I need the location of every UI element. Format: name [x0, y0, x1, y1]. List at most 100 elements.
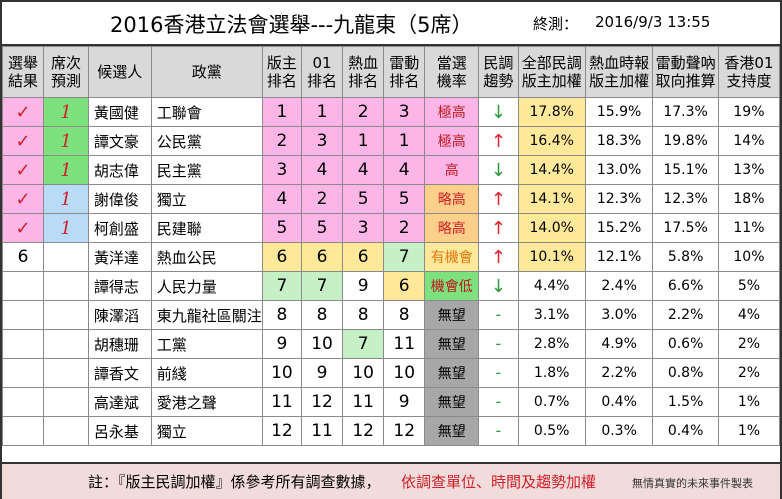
cell-hk01: 2% [717, 329, 781, 359]
cell-result [1, 416, 45, 446]
all-poll-value: 10.1% [529, 249, 574, 265]
rank-host-value: 1 [276, 102, 288, 122]
cell-all-poll: 14.4% [517, 155, 586, 185]
table-row: 陳澤滔 東九龍社區關注 8 8 8 8 無望 - 3.1% 3.0% 2.2% 4% [1, 300, 781, 330]
cell-all-poll: 3.1% [517, 300, 586, 330]
cell-lei-poll: 0.8% [652, 358, 719, 388]
rank-hot-value: 8 [357, 305, 369, 325]
cell-result [1, 300, 45, 330]
cell-hk01: 2% [717, 358, 781, 388]
name-value: 陳澤滔 [93, 306, 139, 325]
trend-value: ↑ [490, 246, 506, 268]
name-value: 黃洋達 [93, 248, 139, 267]
rank-hot-value: 4 [357, 160, 369, 180]
cell-rank-host: 11 [261, 387, 303, 417]
column-header: 熱血時報 版主加權 [584, 46, 654, 98]
hot-poll-value: 3.0% [601, 307, 637, 323]
column-header-line: 當選 [436, 54, 467, 72]
hk01-value: 1% [737, 423, 761, 439]
cell-party: 工聯會 [150, 97, 263, 127]
column-header-line: 候選人 [97, 63, 143, 81]
all-poll-value: 0.7% [533, 394, 570, 410]
footer-note-highlight: 依調查單位、時間及趨勢加權 [401, 473, 597, 491]
cell-result: ✓ [1, 126, 45, 156]
cell-hot-poll: 2.4% [584, 271, 654, 301]
name-value: 柯創盛 [93, 219, 139, 238]
cell-trend: ↓ [478, 271, 519, 301]
cell-name: 黃國健 [87, 97, 152, 127]
column-header-line: 排名 [307, 72, 338, 90]
rank-lei-value: 9 [398, 392, 410, 412]
name-value: 謝偉俊 [93, 190, 139, 209]
rank-01-value: 5 [316, 218, 328, 238]
lei-poll-value: 1.5% [667, 394, 704, 410]
column-header-line: 選舉 [8, 54, 39, 72]
cell-party: 前綫 [150, 358, 263, 388]
rank-host-value: 12 [271, 421, 293, 441]
column-header-line: 趨勢 [483, 72, 514, 90]
rank-lei-value: 2 [398, 218, 410, 238]
cell-rank-hot: 12 [342, 416, 385, 446]
cell-seat: 1 [43, 213, 89, 243]
hot-poll-value: 4.9% [601, 336, 637, 352]
chance-value: 有機會 [430, 250, 473, 266]
cell-lei-poll: 1.5% [652, 387, 719, 417]
cell-rank-hot: 11 [342, 387, 385, 417]
cell-name: 胡穗珊 [87, 329, 152, 359]
hk01-value: 1% [737, 394, 761, 410]
lei-poll-value: 2.2% [667, 307, 704, 323]
cell-result [1, 387, 45, 417]
cell-rank-01: 2 [301, 184, 344, 214]
cell-rank-host: 6 [261, 242, 303, 272]
cell-chance: 無望 [424, 329, 480, 359]
seat-value: 1 [60, 188, 72, 210]
hk01-value: 5% [737, 278, 761, 294]
cell-result [1, 329, 45, 359]
party-value: 民建聯 [156, 219, 202, 238]
hk01-value: 10% [733, 249, 765, 265]
cell-hot-poll: 0.4% [584, 387, 654, 417]
chance-value: 無望 [437, 366, 466, 382]
column-header-line: 政黨 [191, 63, 222, 81]
column-header-line: 香港01 [724, 54, 774, 72]
table-row: ✓ 1 胡志偉 民主黨 3 4 4 4 高 ↓ 14.4% 13.0% 15.1% 13% [1, 155, 781, 185]
cell-lei-poll: 2.2% [652, 300, 719, 330]
cell-rank-hot: 7 [342, 329, 385, 359]
header-row: 選舉 結果 席次 預測 候選人 政黨 版主 排名 01 排名 熱血 排名 雷動 排名 當選 機率 民調 趨勢 全部民… [1, 46, 781, 98]
exit-poll-time: 2016/9/3 13:55 [595, 13, 711, 31]
party-value: 東九龍社區關注 [156, 306, 262, 325]
party-value: 公民黨 [156, 132, 202, 151]
cell-chance: 無望 [424, 416, 480, 446]
cell-result: ✓ [1, 155, 45, 185]
seat-value: 1 [60, 130, 72, 152]
name-value: 胡志偉 [93, 161, 139, 180]
cell-trend: ↑ [478, 242, 519, 272]
column-header-line: 雷動 [389, 54, 420, 72]
cell-lei-poll: 5.8% [652, 242, 719, 272]
cell-hot-poll: 0.3% [584, 416, 654, 446]
hot-poll-value: 2.2% [601, 365, 637, 381]
cell-seat: 1 [43, 97, 89, 127]
rank-01-value: 12 [311, 392, 333, 412]
all-poll-value: 3.1% [533, 307, 570, 323]
rank-host-value: 6 [276, 247, 288, 267]
name-value: 譚香文 [93, 364, 139, 383]
hot-poll-value: 0.3% [601, 423, 637, 439]
cell-seat [43, 329, 89, 359]
footer-note: 註：『版主民調加權』係參考所有調查數據， 依調查單位、時間及趨勢加權 無情真實的… [2, 462, 780, 499]
cell-name: 譚香文 [87, 358, 152, 388]
cell-lei-poll: 0.4% [652, 416, 719, 446]
cell-result: ✓ [1, 213, 45, 243]
table-row: 6 黃洋達 熱血公民 6 6 6 7 有機會 ↑ 10.1% 12.1% 5.8% 10% [1, 242, 781, 272]
lei-poll-value: 19.8% [663, 133, 708, 149]
cell-rank-host: 2 [261, 126, 303, 156]
cell-hk01: 11% [717, 213, 781, 243]
column-header-line: 排名 [348, 72, 379, 90]
cell-hk01: 13% [717, 155, 781, 185]
cell-chance: 略高 [424, 184, 480, 214]
party-value: 獨立 [156, 190, 187, 209]
rank-01-value: 7 [316, 276, 328, 296]
footer-note-text: 註：『版主民調加權』係參考所有調查數據， [88, 473, 381, 491]
cell-rank-hot: 6 [342, 242, 385, 272]
cell-lei-poll: 0.6% [652, 329, 719, 359]
